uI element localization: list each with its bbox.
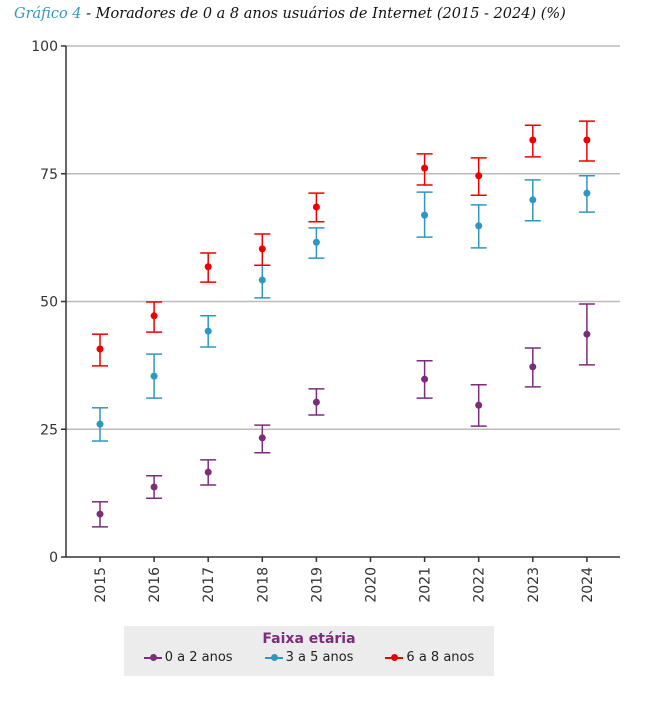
legend-swatch-icon [385, 653, 404, 661]
legend-item: 3 a 5 anos [264, 650, 354, 665]
legend-item: 0 a 2 anos [143, 650, 233, 665]
data-point [150, 312, 158, 320]
legend-label: 6 a 8 anos [406, 650, 475, 665]
data-point [529, 136, 537, 144]
data-point [312, 398, 320, 406]
y-tick-label: 50 [40, 295, 58, 311]
y-tick-label: 75 [40, 167, 58, 183]
y-tick-label: 0 [49, 550, 58, 566]
data-point [529, 196, 537, 204]
data-point [529, 363, 537, 371]
legend: Faixa etária 0 a 2 anos 3 a 5 anos 6 a 8 a… [124, 626, 494, 676]
legend-swatch-icon [264, 653, 283, 661]
data-point [475, 401, 483, 409]
x-tick-label: 2022 [472, 567, 488, 603]
data-point [312, 238, 320, 246]
data-point [150, 372, 158, 380]
legend-label: 3 a 5 anos [285, 650, 354, 665]
x-tick-label: 2020 [364, 567, 380, 603]
x-tick-label: 2019 [309, 567, 325, 603]
x-tick-label: 2016 [147, 567, 163, 603]
legend-swatch-icon [143, 653, 162, 661]
chart: 0 25 50 75 100 2015 2016 2017 2018 2019 2020 2021 20… [31, 39, 620, 603]
data-point [475, 172, 483, 180]
legend-title: Faixa etária [262, 631, 356, 647]
data-point [421, 211, 429, 219]
chart-title: Gráfico 4 - Moradores de 0 a 8 anos usuá… [14, 6, 566, 22]
legend-item: 6 a 8 anos [385, 650, 474, 665]
y-tick-label: 100 [31, 39, 58, 55]
data-point [258, 434, 266, 442]
data-point [204, 327, 212, 335]
data-point [312, 203, 320, 211]
data-point [96, 510, 104, 518]
data-point [258, 276, 266, 284]
data-point [421, 375, 429, 383]
data-point [96, 420, 104, 428]
data-point [475, 222, 483, 230]
x-tick-label: 2024 [580, 567, 596, 603]
data-point [583, 189, 591, 197]
data-point [150, 483, 158, 491]
data-point [204, 263, 212, 271]
x-tick-label: 2018 [255, 567, 271, 603]
legend-label: 0 a 2 anos [164, 650, 233, 665]
data-point [421, 164, 429, 172]
x-tick-label: 2023 [526, 567, 542, 603]
y-tick-label: 25 [40, 422, 58, 438]
x-tick-label: 2021 [418, 567, 434, 603]
data-point [583, 136, 591, 144]
data-point [204, 468, 212, 476]
data-point [258, 245, 266, 253]
data-point [96, 345, 104, 353]
data-point [583, 330, 591, 338]
x-tick-label: 2017 [201, 567, 217, 603]
x-tick-label: 2015 [93, 567, 109, 603]
